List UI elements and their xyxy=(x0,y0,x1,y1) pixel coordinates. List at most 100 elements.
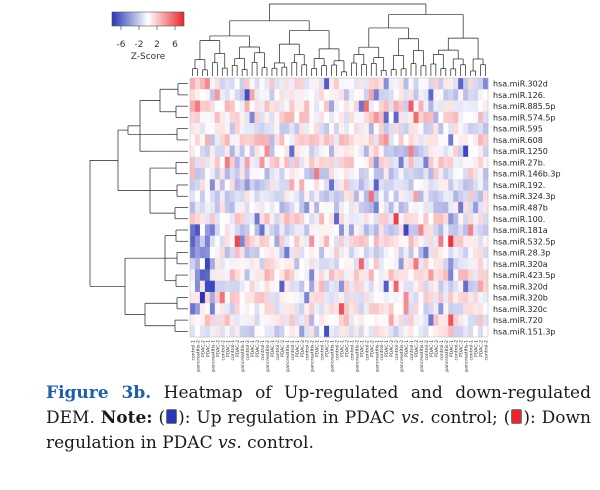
heatmap-cell xyxy=(294,123,300,135)
heatmap-cell xyxy=(209,314,216,327)
heatmap-cell xyxy=(458,325,464,338)
heatmap-cell xyxy=(269,89,275,101)
heatmap-cell xyxy=(209,291,216,304)
column-label: PDAC-2 xyxy=(414,340,420,357)
column-label: pancreatitis-1 xyxy=(285,340,291,372)
heatmap-cell xyxy=(229,179,235,191)
heatmap-cell xyxy=(428,156,434,169)
heatmap-cell xyxy=(453,314,459,327)
heatmap-cell xyxy=(408,280,414,293)
heatmap-cell xyxy=(324,179,330,191)
heatmap-cell xyxy=(284,303,290,315)
column-label: pancreatitis-2 xyxy=(444,340,450,372)
heatmap-cell xyxy=(314,235,320,248)
heatmap-cell xyxy=(358,235,365,248)
heatmap-cell xyxy=(329,224,335,236)
heatmap-cell xyxy=(324,201,330,214)
heatmap-cell xyxy=(358,123,365,135)
heatmap-cell xyxy=(199,291,206,304)
heatmap-cell xyxy=(348,78,355,90)
heatmap-cell xyxy=(398,190,404,203)
heatmap-cell xyxy=(473,201,479,214)
heatmap-cell xyxy=(368,325,375,338)
heatmap-cell xyxy=(264,168,270,180)
heatmap-cell xyxy=(309,190,315,203)
heatmap-cell xyxy=(214,78,221,90)
heatmap-cell xyxy=(433,235,439,248)
heatmap-cell xyxy=(254,303,260,315)
heatmap-cell xyxy=(438,213,444,225)
heatmap-cell xyxy=(309,145,315,158)
heatmap-cell xyxy=(234,145,240,158)
heatmap-cell xyxy=(194,123,201,135)
heatmap-cell xyxy=(274,179,280,191)
heatmap-cell xyxy=(403,100,409,113)
heatmap-cell xyxy=(468,111,474,124)
heatmap-cell xyxy=(433,246,439,259)
heatmap-cell xyxy=(219,123,226,135)
heatmap-cell xyxy=(463,123,469,135)
heatmap-cell xyxy=(304,156,310,169)
heatmap-cell xyxy=(284,246,290,259)
heatmap-cell xyxy=(299,201,305,214)
heatmap-cell xyxy=(478,314,484,327)
column-label: control-2 xyxy=(245,340,251,361)
heatmap-cell xyxy=(229,168,235,180)
column-label: control-2 xyxy=(394,340,400,361)
heatmap-cell xyxy=(314,303,320,315)
heatmap-cell xyxy=(214,168,221,180)
heatmap-cell xyxy=(190,314,196,327)
heatmap-cell xyxy=(468,78,474,90)
heatmap-cell xyxy=(259,190,265,203)
heatmap-cell xyxy=(309,246,315,259)
heatmap-cell xyxy=(433,201,439,214)
heatmap-cell xyxy=(304,168,310,180)
column-label: PDAC-2 xyxy=(255,340,261,357)
heatmap-cell xyxy=(353,246,360,259)
heatmap-cell xyxy=(363,291,370,304)
heatmap-cell xyxy=(363,201,370,214)
heatmap-cell xyxy=(334,269,340,281)
heatmap-cell xyxy=(309,78,315,90)
heatmap-cell xyxy=(329,303,335,315)
heatmap-cell xyxy=(478,303,484,315)
heatmap-cell xyxy=(413,213,419,225)
heatmap-cell xyxy=(363,213,370,225)
heatmap-cell xyxy=(274,168,280,180)
heatmap-cell xyxy=(443,201,449,214)
heatmap-cell xyxy=(199,246,206,259)
heatmap-cell xyxy=(468,303,474,315)
heatmap-cell xyxy=(324,111,330,124)
heatmap-cell xyxy=(279,89,285,101)
heatmap-cell xyxy=(199,314,206,327)
heatmap-cell xyxy=(314,168,320,180)
heatmap-cell xyxy=(294,168,300,180)
heatmap-cell xyxy=(478,89,484,101)
heatmap-cell xyxy=(334,303,340,315)
heatmap-cell xyxy=(339,78,345,90)
heatmap-cell xyxy=(348,258,355,270)
heatmap-cell xyxy=(244,303,250,315)
heatmap-cell xyxy=(294,269,300,281)
heatmap-cell xyxy=(428,269,434,281)
heatmap-cell xyxy=(309,134,315,146)
heatmap-cell xyxy=(438,224,444,236)
heatmap-cell xyxy=(348,213,355,225)
heatmap-cell xyxy=(368,190,375,203)
heatmap-cell xyxy=(443,235,449,248)
heatmap-cell xyxy=(363,190,370,203)
heatmap-cell xyxy=(428,78,434,90)
heatmap-cell xyxy=(388,78,394,90)
heatmap-cell xyxy=(239,291,245,304)
row-label: hsa.miR.151.3p xyxy=(493,327,556,336)
heatmap-cell xyxy=(319,291,325,304)
column-label: PDAC-2 xyxy=(344,340,350,357)
heatmap-cell xyxy=(428,303,434,315)
heatmap-cell xyxy=(284,179,290,191)
heatmap-cell xyxy=(353,123,360,135)
heatmap-cell xyxy=(408,190,414,203)
heatmap-cell xyxy=(229,280,235,293)
column-label: pancreatitis-1 xyxy=(210,340,216,372)
heatmap-cell xyxy=(204,213,211,225)
heatmap-cell xyxy=(378,145,384,158)
